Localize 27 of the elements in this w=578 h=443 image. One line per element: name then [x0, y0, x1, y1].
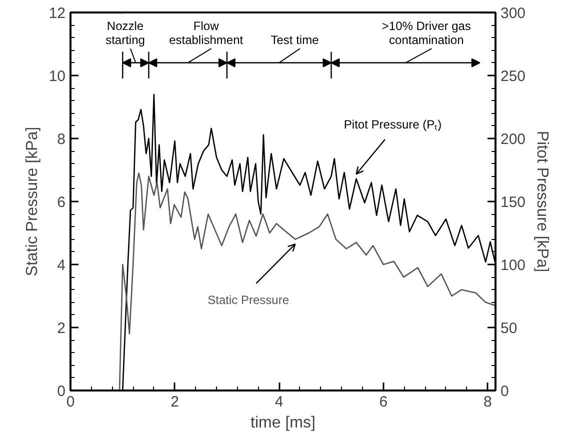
- y-tick-label: 10: [48, 68, 66, 85]
- y-tick-label: 0: [57, 383, 66, 400]
- y2-tick-label: 0: [500, 383, 509, 400]
- x-tick-label: 4: [274, 394, 284, 410]
- band-label: >10% Driver gas contamination: [382, 19, 471, 48]
- y-axis-title: Static Pressure [kPa]: [24, 126, 41, 276]
- y2-tick-label: 200: [500, 131, 526, 148]
- y2-tick-label: 100: [500, 257, 526, 274]
- y2-tick-label: 250: [500, 68, 526, 85]
- text: Pitot Pressure (Pₜ): [344, 118, 442, 132]
- y-tick-label: 12: [48, 5, 66, 22]
- y2-axis-title: Pitot Pressure [kPa]: [534, 130, 551, 272]
- y-tick-label: 8: [57, 131, 66, 148]
- y2-tick-label: 300: [500, 5, 526, 22]
- y2-tick-label: 50: [500, 320, 518, 337]
- y2-tick-label: 150: [500, 194, 526, 211]
- band-label: Nozzle starting: [106, 19, 145, 48]
- x-tick-label: 6: [379, 394, 388, 410]
- y-tick-label: 4: [57, 257, 66, 274]
- text: Static Pressure: [208, 292, 290, 307]
- band-label: Test time: [270, 33, 320, 48]
- x-tick-label: 8: [484, 394, 492, 410]
- x-axis-title: time [ms]: [250, 414, 316, 432]
- y-tick-label: 2: [57, 320, 66, 337]
- x-tick-label: 2: [170, 394, 179, 410]
- y-tick-label: 6: [57, 194, 66, 211]
- band-label: Flow establishment: [169, 19, 244, 48]
